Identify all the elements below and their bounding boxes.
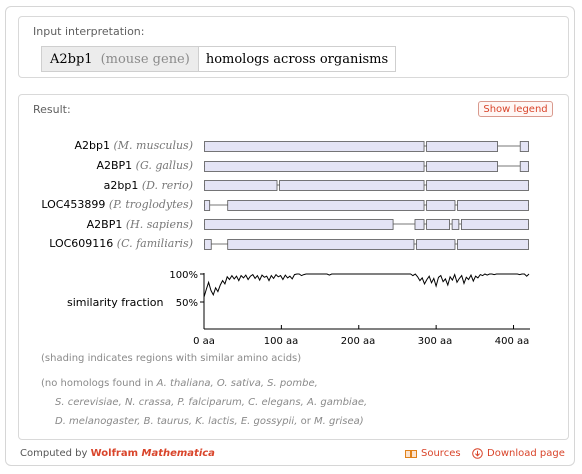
gene-exon-segment — [427, 162, 498, 172]
gene-exon-segment — [205, 162, 425, 172]
x-tick-label: 400 aa — [495, 336, 530, 347]
gene-exon-segment — [205, 201, 210, 211]
gene-exon-segment — [280, 181, 424, 191]
no-homologs-species: M. grisea) — [314, 416, 364, 427]
y-tick-label: 100% — [169, 270, 198, 281]
gene-exon-segment — [205, 142, 425, 152]
gene-exon-segment — [520, 142, 528, 152]
gene-exon-segment — [427, 142, 498, 152]
similarity-plot: 100% 50% 0 aa 100 aa 200 aa 300 aa 400 a… — [169, 270, 530, 347]
x-tick-label: 200 aa — [341, 336, 376, 347]
computed-by-text: Computed by — [20, 448, 87, 459]
x-tick-label: 100 aa — [264, 336, 299, 347]
no-homologs-line: D. melanogaster, B. taurus, K. lactis, E… — [55, 416, 364, 427]
gene-exon-segment — [228, 201, 424, 211]
no-homologs-prefix: (no homologs found in — [41, 378, 153, 389]
similarity-series-line — [204, 274, 529, 297]
gene-exon-segment — [205, 220, 394, 230]
gene-exon-segment — [520, 162, 528, 172]
gene-exon-segment — [228, 240, 414, 250]
gene-exon-segment — [458, 240, 529, 250]
gene-exon-segment — [427, 220, 450, 230]
download-label: Download page — [487, 448, 565, 459]
gene-exon-segment — [427, 181, 529, 191]
download-icon — [472, 448, 483, 459]
no-homologs-species: S. cerevisiae, N. crassa, P. falciparum,… — [55, 397, 367, 408]
gene-bars — [204, 142, 529, 250]
gene-exon-segment — [205, 181, 278, 191]
sources-label: Sources — [421, 448, 461, 459]
y-tick-label: 50% — [176, 298, 198, 309]
x-tick-label: 0 aa — [193, 336, 215, 347]
no-homologs-line: (no homologs found in A. thaliana, O. sa… — [41, 378, 318, 389]
gene-exon-segment — [461, 220, 528, 230]
no-homologs-or: or — [301, 416, 311, 427]
gene-exon-segment — [415, 220, 424, 230]
x-tick-label: 300 aa — [418, 336, 453, 347]
no-homologs-line: S. cerevisiae, N. crassa, P. falciparum,… — [55, 397, 367, 408]
gene-exon-segment — [427, 201, 455, 211]
no-homologs-species: D. melanogaster, B. taurus, K. lactis, E… — [55, 416, 297, 427]
no-homologs-species: A. thaliana, O. sativa, S. pombe, — [157, 378, 318, 389]
gene-exon-segment — [452, 220, 459, 230]
gene-exon-segment — [458, 201, 529, 211]
shading-note: (shading indicates regions with similar … — [41, 353, 301, 364]
gene-exon-segment — [417, 240, 455, 250]
computed-by: Computed by Wolfram Mathematica — [20, 448, 215, 459]
similarity-fraction-label: similarity fraction — [67, 296, 164, 309]
wolfram-mathematica-link[interactable]: Wolfram Mathematica — [91, 448, 215, 459]
download-page-link[interactable]: Download page — [472, 448, 565, 459]
sources-link[interactable]: Sources — [405, 448, 461, 459]
book-icon — [405, 449, 417, 459]
gene-exon-segment — [205, 240, 212, 250]
brand-mathematica: Mathematica — [142, 448, 215, 459]
brand-wolfram: Wolfram — [91, 448, 138, 459]
